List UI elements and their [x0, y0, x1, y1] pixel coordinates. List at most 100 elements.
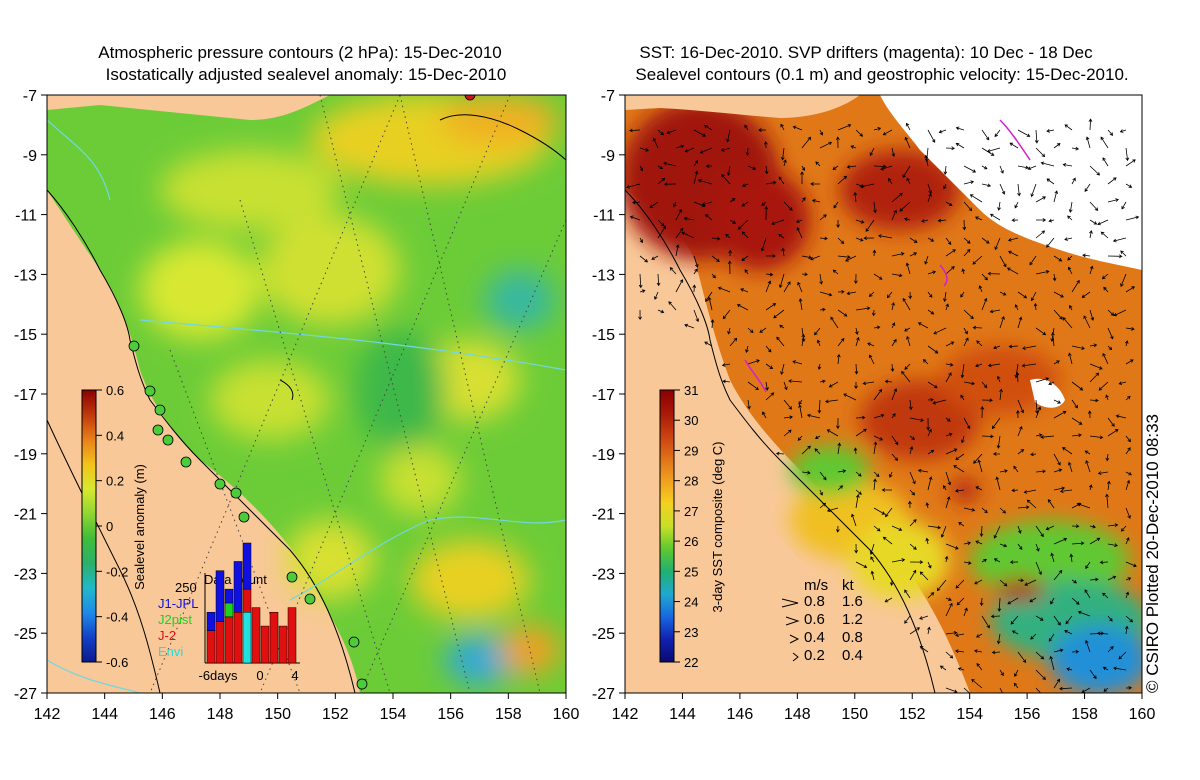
- velocity-arrow: [1017, 399, 1024, 414]
- velocity-arrow: [995, 476, 1001, 491]
- data-count-bar-segment: [233, 611, 243, 664]
- data-count-bar-segment: [242, 542, 252, 590]
- velocity-arrow: [693, 170, 699, 185]
- velocity-arrow: [963, 201, 973, 212]
- velocity-arrow: [1105, 453, 1110, 462]
- velocity-arrow: [981, 237, 990, 244]
- y-tick-label: -21: [14, 507, 37, 524]
- velocity-legend-arrow-icon: [785, 616, 800, 626]
- velocity-arrow: [1113, 666, 1127, 671]
- velocity-arrow: [1022, 345, 1037, 350]
- velocity-arrow: [1120, 273, 1127, 288]
- velocity-arrow: [927, 381, 938, 389]
- velocity-arrow: [707, 296, 713, 311]
- velocity-arrow: [1083, 315, 1091, 329]
- velocity-arrow: [1107, 129, 1114, 136]
- velocity-legend-kt: 1.6: [842, 593, 863, 610]
- velocity-arrow: [891, 322, 896, 329]
- velocity-arrow: [801, 470, 811, 475]
- velocity-arrow: [1084, 589, 1091, 599]
- velocity-arrow: [1107, 309, 1115, 316]
- velocity-arrow: [1035, 196, 1046, 203]
- velocity-arrow: [903, 217, 911, 222]
- velocity-arrow: [1121, 201, 1127, 210]
- velocity-arrow: [1103, 687, 1109, 692]
- velocity-arrow: [963, 248, 971, 257]
- velocity-arrow: [1125, 591, 1130, 599]
- x-tick-label: 146: [149, 706, 176, 723]
- velocity-arrow: [1011, 218, 1019, 223]
- velocity-arrow: [891, 338, 897, 347]
- velocity-arrow: [693, 268, 698, 275]
- velocity-legend-ms: 0.8: [804, 593, 825, 610]
- velocity-arrow: [1053, 678, 1061, 689]
- velocity-arrow: [699, 147, 713, 154]
- velocity-arrow: [711, 273, 716, 279]
- velocity-arrow: [945, 249, 956, 257]
- velocity-arrow: [1088, 118, 1093, 131]
- x-tick-label: 146: [727, 706, 754, 723]
- velocity-arrow: [963, 607, 968, 617]
- colorbar-tick-label: 22: [684, 655, 698, 670]
- velocity-arrow: [943, 165, 948, 175]
- velocity-arrow: [1035, 147, 1046, 158]
- velocity-arrow: [854, 382, 858, 390]
- velocity-arrow: [681, 231, 695, 239]
- velocity-arrow: [835, 136, 840, 149]
- velocity-arrow: [1107, 523, 1119, 528]
- velocity-arrow: [783, 381, 788, 391]
- velocity-arrow: [909, 471, 916, 485]
- velocity-arrow: [933, 327, 947, 335]
- velocity-arrow: [1035, 377, 1050, 383]
- velocity-arrow: [1071, 524, 1080, 529]
- velocity-arrow: [801, 445, 811, 455]
- velocity-arrow: [1067, 215, 1073, 221]
- velocity-arrow: [1088, 484, 1093, 491]
- velocity-arrow: [727, 327, 731, 335]
- velocity-arrow: [945, 448, 958, 455]
- velocity-arrow: [779, 324, 785, 329]
- velocity-arrow: [1071, 597, 1080, 605]
- velocity-arrow: [1081, 291, 1091, 298]
- velocity-arrow: [891, 558, 906, 563]
- velocity-arrow: [890, 363, 895, 372]
- velocity-arrow: [776, 336, 785, 347]
- velocity-arrow: [1017, 543, 1023, 550]
- velocity-arrow: [1026, 499, 1037, 509]
- velocity-arrow: [1089, 201, 1099, 211]
- velocity-arrow: [837, 175, 848, 185]
- velocity-arrow: [976, 662, 983, 671]
- velocity-arrow: [880, 165, 893, 171]
- y-tick-label: -19: [592, 447, 615, 464]
- velocity-arrow: [999, 315, 1005, 329]
- velocity-arrow: [657, 309, 665, 314]
- velocity-arrow: [945, 341, 955, 347]
- velocity-arrow: [963, 507, 976, 512]
- x-tick-label: 144: [669, 706, 696, 723]
- velocity-arrow: [999, 291, 1007, 296]
- velocity-arrow: [909, 435, 916, 440]
- velocity-arrow: [692, 284, 697, 293]
- velocity-arrow: [792, 125, 803, 131]
- data-count-bar-segment: [233, 561, 243, 613]
- velocity-arrow: [945, 631, 958, 635]
- velocity-arrow: [1062, 163, 1073, 167]
- velocity-arrow: [955, 126, 965, 131]
- velocity-arrow: [981, 165, 988, 170]
- velocity-arrow: [854, 363, 859, 375]
- velocity-arrow: [1050, 597, 1055, 605]
- velocity-arrow: [945, 303, 949, 311]
- velocity-arrow: [1045, 525, 1055, 531]
- velocity-arrow: [945, 372, 952, 383]
- velocity-arrow: [717, 286, 731, 293]
- velocity-arrow: [1064, 629, 1073, 635]
- velocity-arrow: [1017, 449, 1025, 455]
- velocity-arrow: [1035, 399, 1039, 414]
- velocity-arrow: [783, 201, 793, 211]
- velocity-arrow: [927, 476, 933, 491]
- velocity-arrow: [1071, 177, 1076, 185]
- velocity-arrow: [888, 177, 893, 185]
- velocity-arrow: [882, 129, 893, 136]
